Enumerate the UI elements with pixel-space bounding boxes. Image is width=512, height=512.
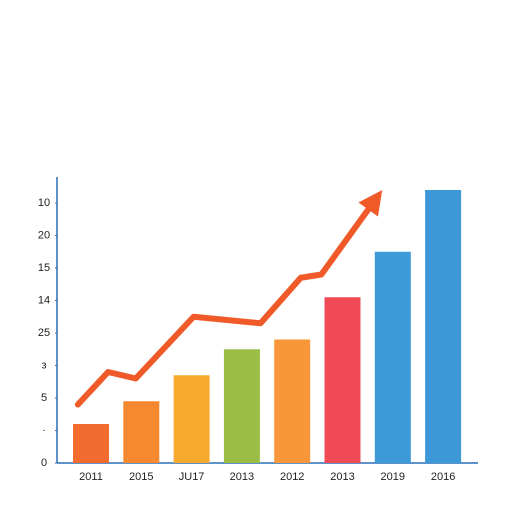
bar <box>73 424 109 463</box>
x-tick-label: 2015 <box>129 471 153 483</box>
x-tick-label: 2012 <box>280 471 304 483</box>
bar <box>274 339 311 463</box>
x-tick-label: 2011 <box>79 471 103 483</box>
y-tick-label: · <box>42 424 46 436</box>
trend-line <box>74 206 372 408</box>
y-tick-label: 25 <box>38 327 50 339</box>
y-tick-label: 15 <box>38 262 50 274</box>
bar <box>173 375 210 463</box>
y-tick-label: 10 <box>38 197 50 209</box>
x-tick-label: 2013 <box>230 471 254 483</box>
y-tick-label: 5 <box>41 392 47 404</box>
x-tick-label: 2016 <box>431 471 455 483</box>
y-tick-label: 0 <box>41 457 47 469</box>
bar <box>324 297 361 463</box>
x-tick-label: JU17 <box>179 471 205 483</box>
bar <box>223 349 260 463</box>
bar <box>374 251 411 463</box>
x-tick-label: 2019 <box>381 471 405 483</box>
y-tick-label: 20 <box>38 229 50 241</box>
bar <box>425 190 462 463</box>
y-tick-label: з <box>41 359 46 371</box>
x-tick-label: 2013 <box>330 471 354 483</box>
y-tick-label: 14 <box>38 294 50 306</box>
bar <box>123 401 160 463</box>
trend-arrowhead <box>358 190 383 217</box>
